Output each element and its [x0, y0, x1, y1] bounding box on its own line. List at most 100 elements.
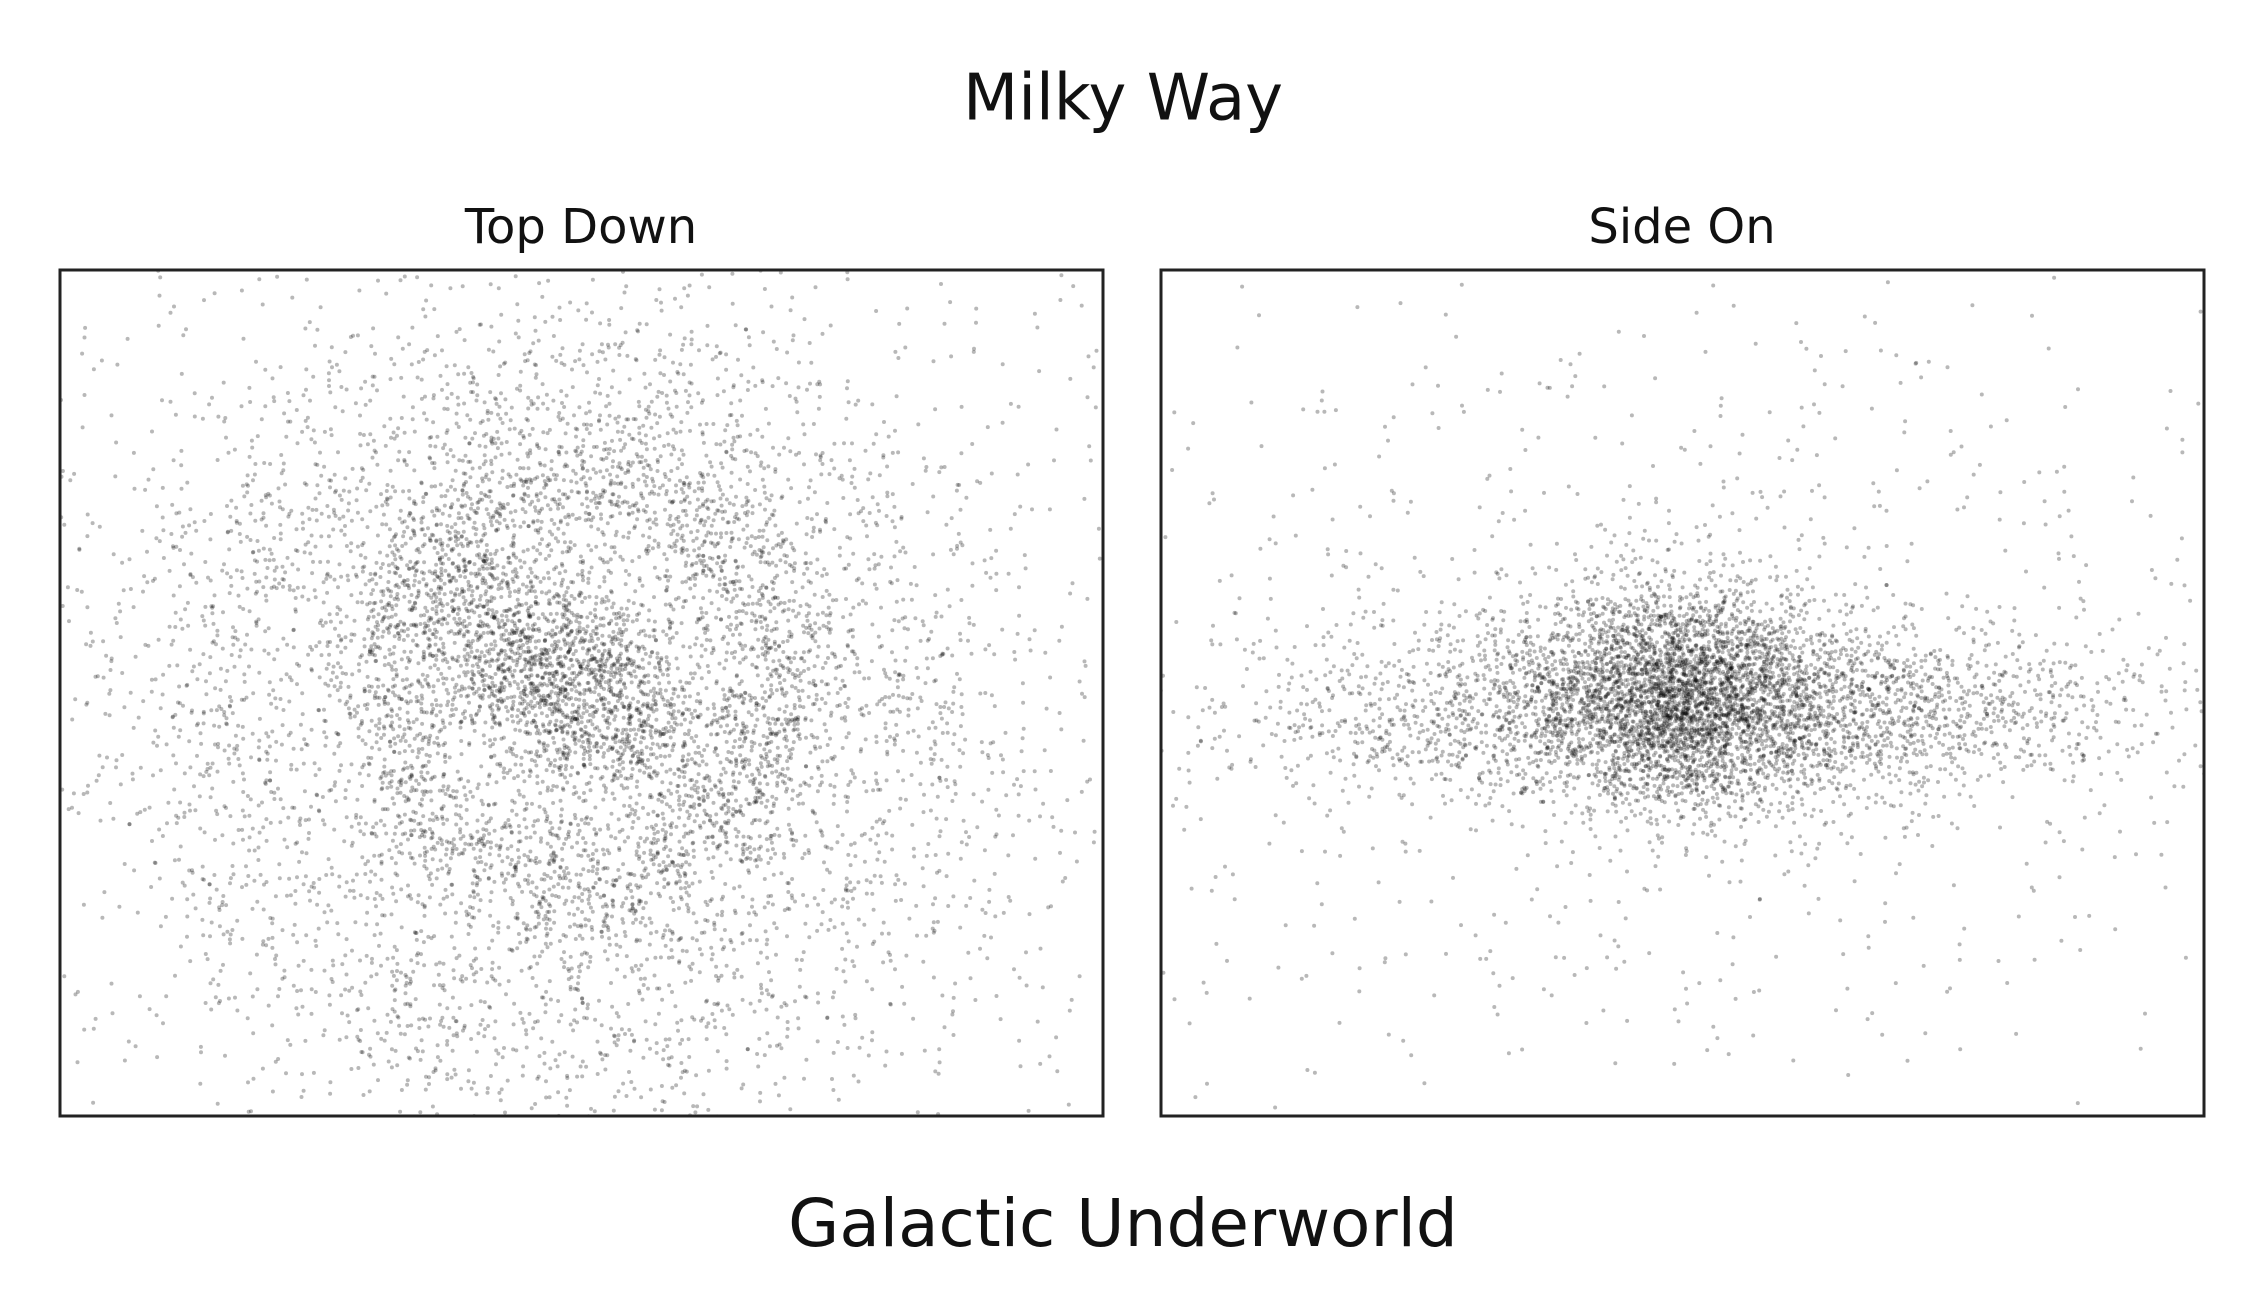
particle [590, 657, 595, 662]
particle [673, 549, 678, 554]
particle [408, 649, 413, 654]
particle [552, 521, 557, 526]
particle [771, 546, 775, 551]
particle [665, 882, 670, 887]
particle [545, 651, 550, 656]
particle [762, 713, 767, 718]
particle [402, 727, 407, 732]
particle [737, 632, 742, 637]
particle [763, 617, 767, 622]
particle [334, 675, 339, 680]
particle [589, 816, 594, 821]
particle [656, 492, 661, 497]
particle [785, 759, 790, 764]
particle [384, 831, 389, 836]
particle [654, 638, 658, 643]
particle [514, 663, 519, 668]
particle [584, 730, 589, 735]
particle [430, 723, 435, 727]
particle [439, 671, 444, 676]
particle [289, 767, 294, 772]
particle [326, 534, 331, 539]
particle [798, 678, 803, 683]
particle [454, 707, 458, 712]
particle [509, 714, 514, 718]
particle [593, 709, 598, 714]
particle [653, 690, 657, 695]
particle [680, 685, 685, 690]
particle [421, 577, 426, 582]
particle [692, 760, 697, 765]
particle [715, 846, 720, 851]
particle [561, 737, 566, 742]
particle [578, 872, 583, 877]
particle [462, 654, 467, 659]
particle [559, 625, 564, 630]
particle [731, 632, 735, 637]
particle [651, 809, 656, 814]
particle [585, 504, 590, 509]
particle [659, 870, 664, 875]
particle [481, 604, 486, 609]
particle [731, 813, 736, 818]
particle [557, 747, 562, 752]
particle [543, 663, 548, 668]
particle [530, 656, 535, 661]
particle [468, 789, 473, 794]
particle [553, 639, 557, 644]
particle [642, 850, 647, 855]
particle [649, 650, 654, 655]
particle [547, 598, 552, 603]
particle [766, 716, 771, 721]
particle [628, 701, 633, 706]
particle [555, 708, 560, 713]
particle [577, 828, 582, 833]
particle [682, 497, 687, 502]
particle [494, 610, 499, 614]
particle [321, 600, 326, 605]
particle [765, 735, 770, 740]
particle [446, 691, 451, 696]
particle [827, 630, 832, 635]
particle [609, 747, 614, 751]
particle [444, 687, 449, 692]
particle [489, 629, 494, 634]
particle [482, 678, 487, 682]
particle [371, 825, 376, 830]
particle [610, 464, 615, 469]
particle [535, 673, 540, 678]
particle [511, 674, 516, 679]
particle [541, 722, 545, 727]
particle [531, 823, 536, 828]
particle [494, 688, 499, 693]
particle [394, 571, 398, 576]
particle [390, 983, 395, 988]
particle [494, 780, 499, 785]
particle [535, 774, 540, 779]
particle [405, 710, 410, 715]
particle [438, 482, 443, 487]
particle [677, 879, 682, 884]
particle [630, 460, 635, 465]
particle [464, 606, 469, 611]
particle [864, 703, 869, 708]
particle [403, 739, 408, 744]
particle [826, 927, 831, 932]
particle [488, 552, 493, 557]
particle [543, 495, 548, 500]
particle [630, 510, 635, 515]
particle [150, 839, 154, 843]
particle [648, 467, 653, 472]
particle [602, 642, 607, 647]
particle [164, 742, 169, 747]
particle [355, 544, 360, 549]
particle [491, 693, 496, 698]
particle [530, 584, 535, 589]
particle [593, 615, 598, 620]
particle [615, 474, 620, 479]
particle [623, 1032, 627, 1036]
particle [324, 735, 329, 740]
particle [708, 899, 713, 903]
particle [505, 526, 510, 530]
particle [609, 570, 613, 575]
